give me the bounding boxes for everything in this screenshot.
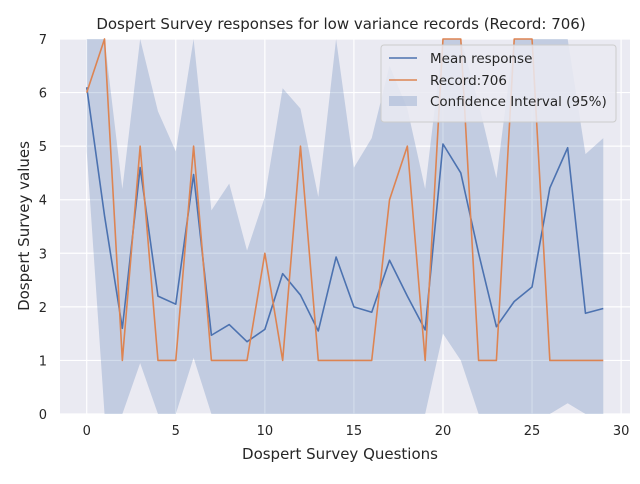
confidence-interval-band xyxy=(86,39,604,414)
y-tick-label: 1 xyxy=(39,354,47,369)
y-tick-labels: 0 1 2 3 4 5 6 7 xyxy=(39,33,47,423)
y-tick-label: 0 xyxy=(39,408,47,423)
series-line-record xyxy=(85,38,604,362)
y-tick-label: 4 xyxy=(39,194,47,209)
legend: Mean response Record:706 Confidence Inte… xyxy=(380,44,617,123)
x-axis-label: Dospert Survey Questions xyxy=(242,445,438,463)
chart-title: Dospert Survey responses for low varianc… xyxy=(96,15,585,33)
x-tick-label: 10 xyxy=(257,424,274,439)
legend-label-mean: Mean response xyxy=(430,51,532,67)
x-tick-label: 20 xyxy=(435,424,452,439)
series-line-mean-response xyxy=(85,87,604,343)
legend-swatch-ci xyxy=(389,96,417,106)
x-tick-labels: 0 5 10 15 20 25 30 xyxy=(83,424,630,439)
x-tick-label: 25 xyxy=(524,424,541,439)
legend-frame xyxy=(380,44,617,123)
x-tick-label: 30 xyxy=(613,424,630,439)
y-axis-label: Dospert Survey values xyxy=(15,141,33,311)
y-tick-label: 6 xyxy=(39,87,47,102)
series-lines xyxy=(85,38,604,362)
grid xyxy=(60,38,630,415)
y-tick-label: 5 xyxy=(39,140,47,155)
y-tick-label: 7 xyxy=(39,33,47,48)
legend-label-record: Record:706 xyxy=(430,73,507,89)
x-tick-label: 0 xyxy=(83,424,91,439)
x-tick-label: 5 xyxy=(172,424,180,439)
y-tick-label: 3 xyxy=(39,247,47,262)
y-tick-label: 2 xyxy=(39,301,47,316)
confidence-band xyxy=(86,39,604,414)
legend-label-ci: Confidence Interval (95%) xyxy=(430,94,607,110)
x-tick-label: 15 xyxy=(346,424,363,439)
